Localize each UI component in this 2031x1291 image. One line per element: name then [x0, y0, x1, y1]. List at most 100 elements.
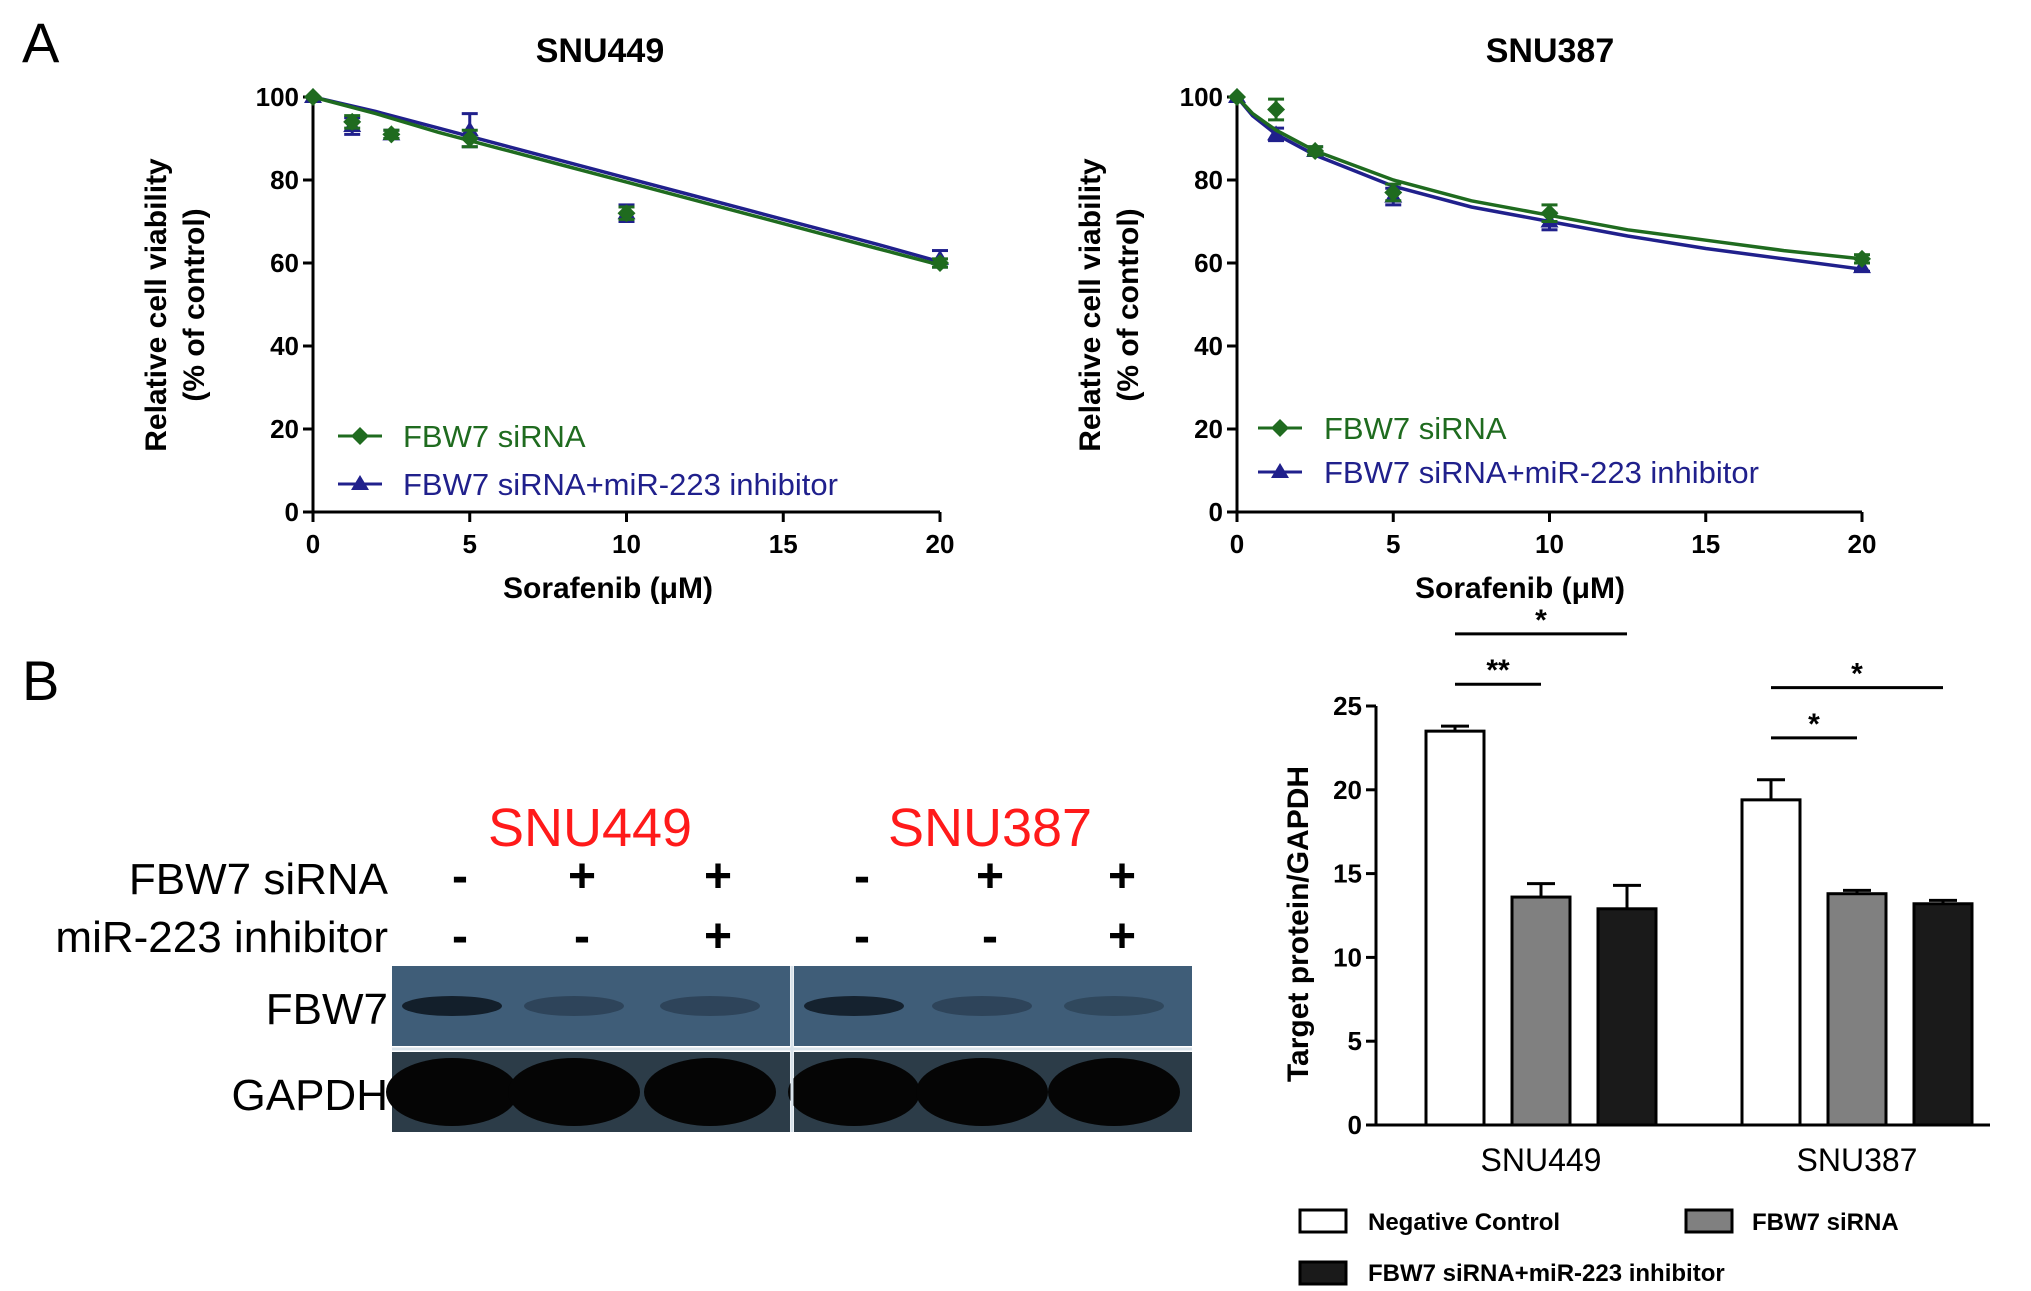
legend-label-0: Negative Control — [1368, 1209, 1560, 1236]
bar-0 — [1424, 729, 1486, 1127]
bar-legend: Negative Control FBW7 siRNA FBW7 siRNA+m… — [1298, 1208, 1899, 1287]
legend-label-2: FBW7 siRNA+miR-223 inhibitor — [1368, 1260, 1725, 1287]
y-tick-label: 10 — [1333, 942, 1362, 972]
x-category-label: SNU387 — [1797, 1142, 1918, 1178]
fit-curve-series-0 — [312, 95, 941, 267]
significance-label: * — [1535, 604, 1547, 637]
x-tick-label: 5 — [463, 529, 477, 559]
bar-0 — [1740, 798, 1802, 1127]
significance-label: * — [1808, 708, 1820, 741]
fbw7-band — [804, 996, 904, 1016]
legend-label-0: FBW7 siRNA — [1324, 411, 1507, 446]
data-point-diamond — [382, 125, 401, 144]
gapdh-band — [644, 1058, 776, 1126]
legend-swatch-2 — [1298, 1260, 1348, 1286]
y-axis-label-line1: Relative cell viability — [1074, 158, 1107, 452]
bar-2 — [1596, 907, 1658, 1127]
data-point-diamond — [1306, 141, 1325, 160]
gapdh-band — [386, 1058, 518, 1126]
lane-sign: + — [976, 850, 1004, 903]
legend: FBW7 siRNA FBW7 siRNA+miR-223 inhibitor — [338, 419, 838, 502]
lane-sign: - — [854, 910, 870, 963]
line-chart-snu387: SNU387 Sorafenib (μM) Relative cell viab… — [1074, 32, 1876, 605]
x-tick-label: 0 — [1230, 529, 1244, 559]
y-tick-label: 15 — [1333, 859, 1362, 889]
data-point-diamond — [460, 129, 479, 148]
y-tick-label: 60 — [270, 248, 299, 278]
y-tick-label: 100 — [256, 82, 299, 112]
x-tick-label: 20 — [1848, 529, 1877, 559]
blot-cell-line-snu387: SNU387 — [888, 798, 1092, 858]
gapdh-band — [1048, 1058, 1180, 1126]
y-tick-label: 80 — [270, 165, 299, 195]
chart-title: SNU449 — [536, 32, 665, 70]
x-axis-label: Sorafenib (μM) — [1415, 572, 1625, 605]
x-category-label: SNU449 — [1481, 1142, 1602, 1178]
data-point-diamond — [931, 254, 949, 272]
x-tick-label: 15 — [1691, 529, 1720, 559]
legend-label-0: FBW7 siRNA — [403, 419, 586, 454]
gapdh-band — [916, 1058, 1048, 1126]
plot-area: 0 20 40 60 80 100 0 5 10 15 20 — [1180, 82, 1877, 559]
panel-label-a: A — [22, 11, 60, 74]
lane-sign: - — [452, 910, 468, 963]
blot-bands — [386, 966, 1192, 1132]
significance-label: * — [1851, 658, 1863, 691]
y-tick-label: 5 — [1348, 1026, 1362, 1056]
y-tick-label: 20 — [1333, 775, 1362, 805]
lane-sign: - — [574, 910, 590, 963]
fbw7-band — [402, 996, 502, 1016]
data-point-diamond — [304, 88, 322, 106]
fit-curve-series-0 — [1235, 95, 1863, 261]
blot-band-label-gapdh: GAPDH — [232, 1071, 388, 1120]
fbw7-band — [524, 996, 624, 1016]
legend-label-1: FBW7 siRNA+miR-223 inhibitor — [403, 467, 838, 502]
blot-cell-line-snu449: SNU449 — [488, 798, 692, 858]
blot-lane-signs: - + + - + + - - + - - + — [452, 850, 1136, 963]
data-point-triangle — [1267, 125, 1286, 141]
significance-label: ** — [1486, 654, 1510, 687]
data-point-diamond — [1853, 249, 1871, 268]
x-tick-label: 15 — [769, 529, 798, 559]
bar-1 — [1826, 892, 1888, 1127]
blot-row-label-fbw7-sirna: FBW7 siRNA — [129, 855, 389, 904]
lane-sign: + — [704, 910, 732, 963]
gapdh-band — [788, 1058, 920, 1126]
lane-sign: - — [452, 850, 468, 903]
legend-label-1: FBW7 siRNA — [1752, 1209, 1899, 1236]
gapdh-band — [508, 1058, 640, 1126]
x-axis-label: Sorafenib (μM) — [503, 572, 713, 605]
fbw7-band — [660, 996, 760, 1016]
chart-title: SNU387 — [1486, 32, 1615, 70]
fbw7-band — [932, 996, 1032, 1016]
y-axis-label: Target protein/GAPDH — [1282, 766, 1315, 1082]
panel-label-b: B — [22, 649, 59, 712]
x-tick-label: 0 — [306, 529, 320, 559]
data-point-diamond — [617, 204, 636, 223]
bar-chart-target-protein: Target protein/GAPDH 0 5 10 15 20 25 SNU449 SNU… — [1282, 604, 1990, 1287]
y-tick-label: 100 — [1180, 82, 1223, 112]
bar-1 — [1510, 895, 1572, 1127]
data-point-diamond — [1540, 204, 1559, 223]
legend-marker-diamond — [1271, 419, 1289, 437]
legend: FBW7 siRNA FBW7 siRNA+miR-223 inhibitor — [1258, 411, 1759, 490]
legend-swatch-1 — [1684, 1208, 1734, 1234]
legend-marker-triangle — [351, 475, 369, 490]
lane-sign: + — [1108, 910, 1136, 963]
legend-swatch-0 — [1298, 1208, 1348, 1234]
legend-marker-triangle — [1271, 463, 1289, 478]
x-tick-label: 10 — [1535, 529, 1564, 559]
lane-sign: + — [704, 850, 732, 903]
line-chart-snu449: SNU449 Sorafenib (μM) Relative cell viab… — [140, 32, 954, 605]
fit-curve-series-1 — [312, 95, 941, 264]
fbw7-band — [1064, 996, 1164, 1016]
y-axis-label-line2: (% of control) — [1112, 208, 1145, 401]
y-axis-label-line1: Relative cell viability — [140, 158, 173, 452]
y-tick-label: 40 — [270, 331, 299, 361]
x-tick-label: 20 — [926, 529, 955, 559]
western-blot: SNU449 SNU387 FBW7 siRNA miR-223 inhibit… — [55, 798, 1192, 1132]
y-tick-label: 0 — [1209, 497, 1223, 527]
blot-image — [386, 966, 1192, 1132]
